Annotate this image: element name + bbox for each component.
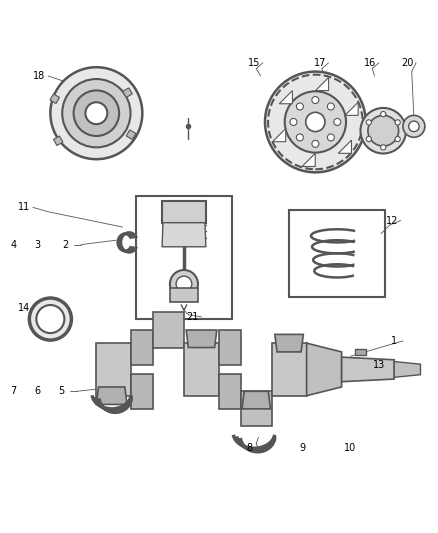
Circle shape: [334, 118, 341, 125]
FancyBboxPatch shape: [289, 209, 385, 297]
Polygon shape: [338, 140, 351, 154]
Text: 8: 8: [247, 443, 253, 453]
Text: 9: 9: [299, 443, 305, 453]
Polygon shape: [394, 361, 420, 377]
Text: 16: 16: [364, 58, 376, 68]
Polygon shape: [131, 374, 153, 409]
Polygon shape: [307, 343, 342, 395]
Polygon shape: [96, 387, 127, 405]
Text: 7: 7: [10, 386, 16, 397]
Polygon shape: [272, 343, 307, 395]
Circle shape: [297, 103, 304, 110]
Polygon shape: [242, 391, 270, 409]
Bar: [53, 136, 63, 146]
Circle shape: [409, 121, 419, 132]
Circle shape: [368, 115, 399, 146]
Text: 20: 20: [401, 58, 413, 68]
Text: 11: 11: [18, 203, 30, 212]
Circle shape: [85, 102, 107, 124]
Circle shape: [285, 91, 346, 152]
Circle shape: [74, 91, 119, 136]
Text: 13: 13: [373, 360, 385, 370]
Text: 12: 12: [386, 215, 398, 225]
Circle shape: [312, 140, 319, 147]
Circle shape: [312, 96, 319, 103]
Polygon shape: [162, 201, 206, 223]
Text: 3: 3: [34, 240, 40, 249]
Circle shape: [360, 108, 406, 154]
Polygon shape: [272, 128, 286, 142]
Circle shape: [29, 298, 71, 340]
Text: 2: 2: [63, 240, 69, 249]
Circle shape: [176, 276, 192, 292]
Polygon shape: [315, 77, 328, 91]
Circle shape: [265, 71, 366, 172]
Circle shape: [366, 136, 371, 142]
Polygon shape: [153, 312, 184, 348]
Polygon shape: [241, 391, 272, 426]
Circle shape: [36, 305, 64, 333]
Polygon shape: [275, 334, 303, 352]
Text: 18: 18: [33, 71, 46, 81]
Circle shape: [297, 134, 304, 141]
Text: 4: 4: [10, 240, 16, 249]
Text: 10: 10: [344, 443, 357, 453]
Polygon shape: [219, 330, 241, 365]
Circle shape: [327, 134, 334, 141]
Text: 1: 1: [391, 336, 397, 346]
FancyBboxPatch shape: [136, 197, 232, 319]
Circle shape: [381, 145, 386, 150]
Text: 21: 21: [187, 312, 199, 322]
Circle shape: [306, 112, 325, 132]
Circle shape: [366, 120, 371, 125]
Text: 6: 6: [34, 386, 40, 397]
Polygon shape: [170, 288, 198, 302]
Circle shape: [395, 136, 400, 142]
Circle shape: [327, 103, 334, 110]
Circle shape: [395, 120, 400, 125]
Polygon shape: [184, 343, 219, 395]
Circle shape: [62, 79, 131, 147]
Circle shape: [290, 118, 297, 125]
Polygon shape: [131, 330, 153, 365]
Polygon shape: [355, 349, 366, 356]
Circle shape: [403, 115, 425, 138]
Polygon shape: [279, 91, 293, 104]
Polygon shape: [186, 330, 217, 348]
Text: 17: 17: [314, 58, 326, 68]
Text: 15: 15: [248, 58, 260, 68]
Bar: [123, 88, 132, 98]
Bar: [126, 130, 136, 140]
Polygon shape: [162, 223, 206, 247]
Polygon shape: [345, 102, 358, 115]
Polygon shape: [219, 374, 241, 409]
Text: 14: 14: [18, 303, 30, 313]
Bar: [50, 94, 60, 103]
Text: 5: 5: [58, 386, 64, 397]
Polygon shape: [96, 343, 131, 395]
Circle shape: [170, 270, 198, 298]
Polygon shape: [342, 357, 394, 382]
Circle shape: [381, 111, 386, 117]
Circle shape: [50, 67, 142, 159]
Polygon shape: [302, 154, 315, 166]
